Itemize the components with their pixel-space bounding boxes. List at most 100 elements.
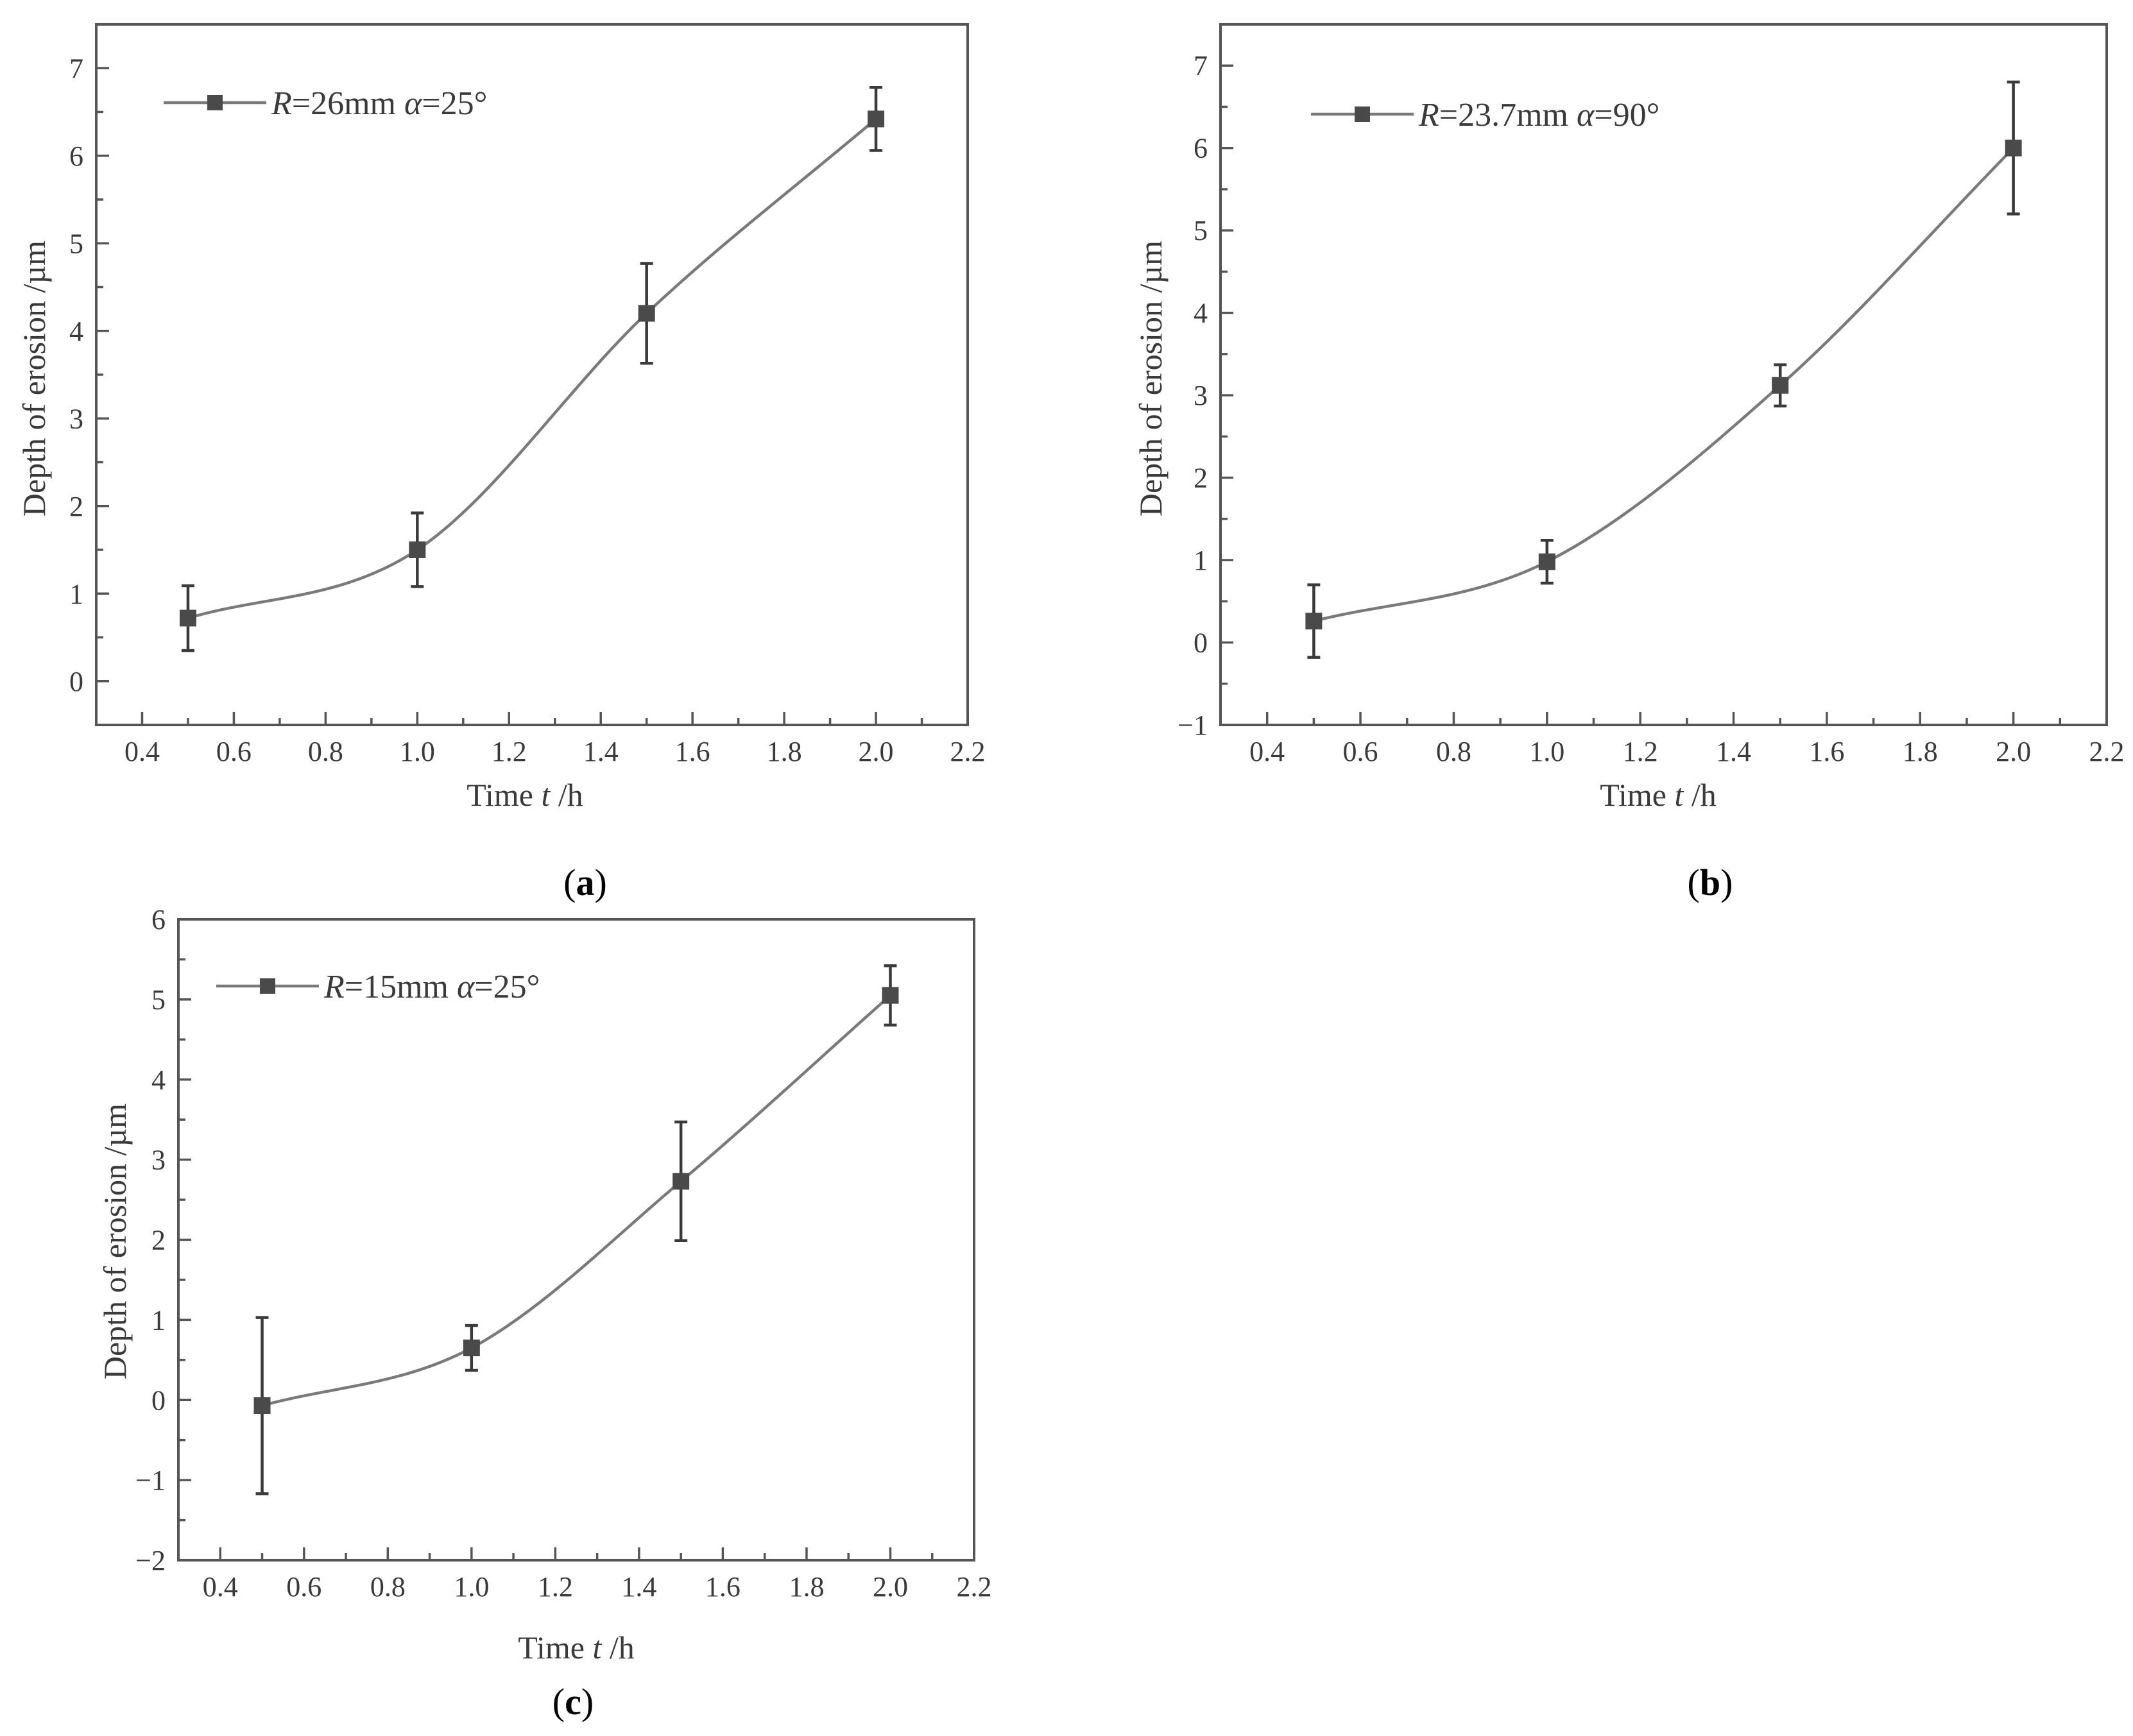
y-tick-label: 5 xyxy=(151,984,166,1016)
x-tick-label: 2.2 xyxy=(2089,736,2125,767)
x-tick-label: 2.2 xyxy=(957,1571,992,1603)
x-axis-title-variable: t xyxy=(541,777,551,813)
x-tick-label: 2.0 xyxy=(873,1571,908,1603)
y-tick-label: 1 xyxy=(151,1304,166,1336)
y-tick-label: 5 xyxy=(69,228,83,259)
x-tick-label: 0.4 xyxy=(203,1571,238,1603)
x-tick-label: 0.6 xyxy=(286,1571,321,1603)
x-axis-title-unit: /h xyxy=(550,777,583,813)
x-axis-title-unit: /h xyxy=(1683,777,1716,813)
y-tick-label: 4 xyxy=(151,1064,166,1096)
y-tick-label: 7 xyxy=(1194,50,1208,81)
legend-marker xyxy=(260,978,275,994)
x-tick-label: 1.2 xyxy=(1623,736,1658,767)
y-tick-label: 4 xyxy=(69,316,83,347)
caption-paren: ) xyxy=(595,862,607,903)
legend-marker xyxy=(207,95,223,110)
series-line xyxy=(1313,147,2015,623)
data-point xyxy=(1305,613,1323,630)
data-point xyxy=(1772,377,1789,394)
data-point xyxy=(672,1173,690,1190)
x-axis-title-unit: /h xyxy=(601,1630,634,1665)
legend-alpha-value: =25° xyxy=(422,85,487,122)
y-tick-label: 3 xyxy=(151,1145,166,1176)
x-tick-label: 1.8 xyxy=(767,736,802,767)
y-tick-label: 0 xyxy=(1194,627,1208,659)
legend: R=23.7mm α=90° xyxy=(1311,97,1659,133)
plot-frame xyxy=(177,918,975,1562)
x-tick-label: 1.0 xyxy=(1529,736,1564,767)
x-tick-label: 0.8 xyxy=(370,1571,406,1603)
y-tick-label: 2 xyxy=(1194,463,1208,494)
y-tick-label: −1 xyxy=(1178,710,1208,741)
caption-paren: ) xyxy=(581,1681,594,1723)
x-tick-label: 1.2 xyxy=(538,1571,573,1603)
legend-symbol-alpha: α xyxy=(1577,97,1595,133)
data-point xyxy=(179,609,196,627)
y-tick-label: 6 xyxy=(1194,133,1208,164)
caption-paren: ( xyxy=(1688,862,1700,903)
y-axis-title: Depth of erosion /µm xyxy=(1133,241,1169,516)
y-tick-label: 2 xyxy=(69,491,83,522)
legend-symbol-r: R xyxy=(1418,97,1439,133)
x-tick-label: 1.8 xyxy=(789,1571,824,1603)
x-tick-label: 0.6 xyxy=(1343,736,1378,767)
x-tick-label: 2.0 xyxy=(1996,736,2031,767)
legend-alpha-value: =25° xyxy=(474,969,540,1005)
x-axis-title: Time t /h xyxy=(518,1630,635,1665)
caption-paren: ( xyxy=(553,1681,565,1723)
legend-symbol-alpha: α xyxy=(457,969,475,1005)
caption-letter: a xyxy=(576,862,595,903)
x-tick-label: 2.0 xyxy=(859,736,894,767)
panel-caption: (c) xyxy=(553,1681,594,1723)
data-point xyxy=(463,1340,480,1357)
x-tick-label: 0.6 xyxy=(216,736,252,767)
x-tick-label: 2.2 xyxy=(950,736,986,767)
legend-symbol-r: R xyxy=(271,85,292,122)
y-tick-label: 6 xyxy=(151,904,166,935)
y-axis-title: Depth of erosion /µm xyxy=(97,1103,133,1379)
x-tick-label: 1.6 xyxy=(675,736,710,767)
y-tick-label: 5 xyxy=(1194,215,1208,246)
x-axis-title-text: Time xyxy=(518,1630,592,1665)
series-line xyxy=(187,117,877,620)
panel-caption: (b) xyxy=(1688,862,1733,903)
data-point xyxy=(2005,139,2022,157)
data-point xyxy=(638,305,655,322)
plot-frame xyxy=(95,23,969,726)
y-axis-title: Depth of erosion /µm xyxy=(16,241,52,516)
chart-panel-c: 0.4 0.6 0.8 1.0 1.2 1.4 1.6 1.8 2.0 2.2 −2 −1 0 1 2 3 4 5… xyxy=(97,904,992,1723)
x-tick-label: 1.2 xyxy=(492,736,527,767)
caption-paren: ) xyxy=(1720,862,1733,903)
panel-caption: (a) xyxy=(563,862,607,903)
x-tick-label: 1.0 xyxy=(454,1571,489,1603)
legend: R=15mm α=25° xyxy=(216,969,540,1005)
y-tick-label: 1 xyxy=(69,578,83,609)
x-tick-label: 1.6 xyxy=(705,1571,741,1603)
caption-letter: c xyxy=(565,1681,581,1723)
y-tick-label: −1 xyxy=(135,1465,166,1496)
x-axis-title-text: Time xyxy=(467,777,541,813)
x-axis-title-variable: t xyxy=(1674,777,1684,813)
x-tick-label: 1.8 xyxy=(1903,736,1938,767)
x-tick-label: 0.8 xyxy=(308,736,343,767)
x-axis-title: Time t /h xyxy=(1600,777,1717,813)
legend: R=26mm α=25° xyxy=(164,85,487,122)
legend-marker xyxy=(1355,106,1370,122)
chart-panel-a: 0.4 0.6 0.8 1.0 1.2 1.4 1.6 1.8 2.0 2.2 0 1 2 3 4 5 6 7 Ti… xyxy=(16,23,986,903)
x-tick-label: 1.4 xyxy=(583,736,619,767)
legend-symbol-alpha: α xyxy=(404,85,423,122)
legend-symbol-r: R xyxy=(323,969,345,1005)
y-tick-label: 1 xyxy=(1194,545,1208,576)
y-tick-label: 3 xyxy=(69,403,83,434)
series-line xyxy=(261,994,891,1408)
y-tick-label: 4 xyxy=(1194,298,1208,329)
x-tick-label: 1.4 xyxy=(621,1571,656,1603)
legend-r-value: =23.7mm xyxy=(1439,97,1577,133)
caption-letter: b xyxy=(1700,862,1720,903)
data-point xyxy=(253,1397,271,1414)
legend-r-value: =15mm xyxy=(345,969,457,1005)
x-tick-label: 1.0 xyxy=(400,736,435,767)
plot-frame xyxy=(1219,23,2108,726)
legend-label: R=23.7mm α=90° xyxy=(1418,97,1659,133)
